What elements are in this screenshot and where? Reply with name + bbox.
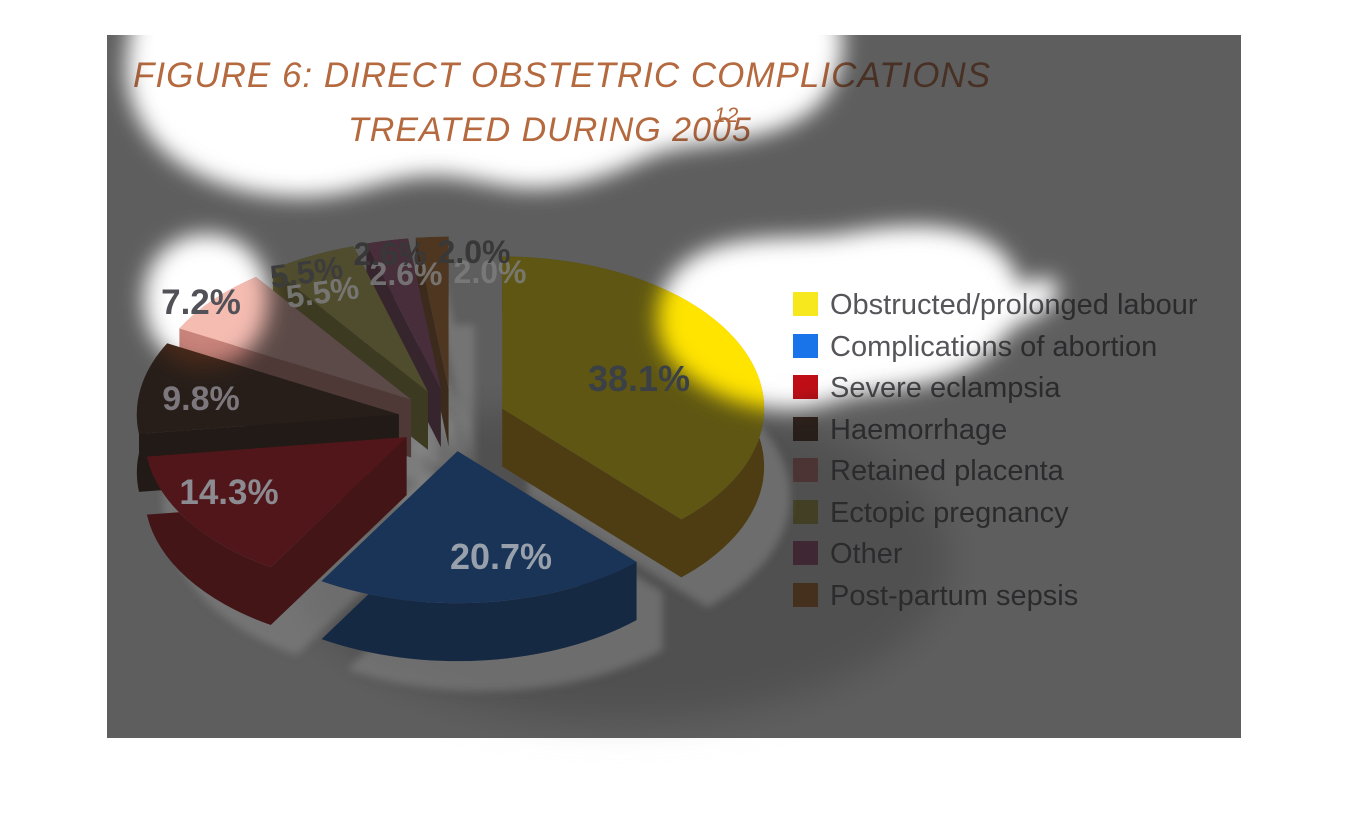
pie-label-ghost-other: 2.6%	[370, 256, 443, 292]
pie-percent-labels: 38.1%20.7%14.3%9.8%7.2% 5.5%5.5% 2.6%2.6% 2…	[161, 234, 690, 577]
pie-label-other: 2.6%	[354, 236, 427, 272]
pie-label-haemorrhage: 9.8%	[162, 380, 240, 418]
pie-ghost-retained-placenta	[205, 307, 438, 488]
pie-label-complications-of-abortion: 20.7%	[450, 536, 552, 577]
pie-ghost-complications-of-abortion	[347, 481, 663, 692]
pie-ghost-severe-eclampsia	[172, 467, 433, 655]
pie-ghost-obstructed-prolonged-labour	[528, 286, 791, 608]
pie-label-retained-placenta: 7.2%	[161, 283, 241, 322]
pie-ghost-shadow	[162, 266, 791, 692]
pie-label-ghost-post-partum-sepsis: 2.0%	[454, 254, 527, 290]
pie-label-severe-eclampsia: 14.3%	[179, 473, 278, 512]
pie-label-post-partum-sepsis: 2.0%	[438, 234, 511, 270]
pie-label-obstructed-prolonged-labour: 38.1%	[588, 358, 690, 399]
pie-ghost-haemorrhage	[162, 373, 425, 522]
